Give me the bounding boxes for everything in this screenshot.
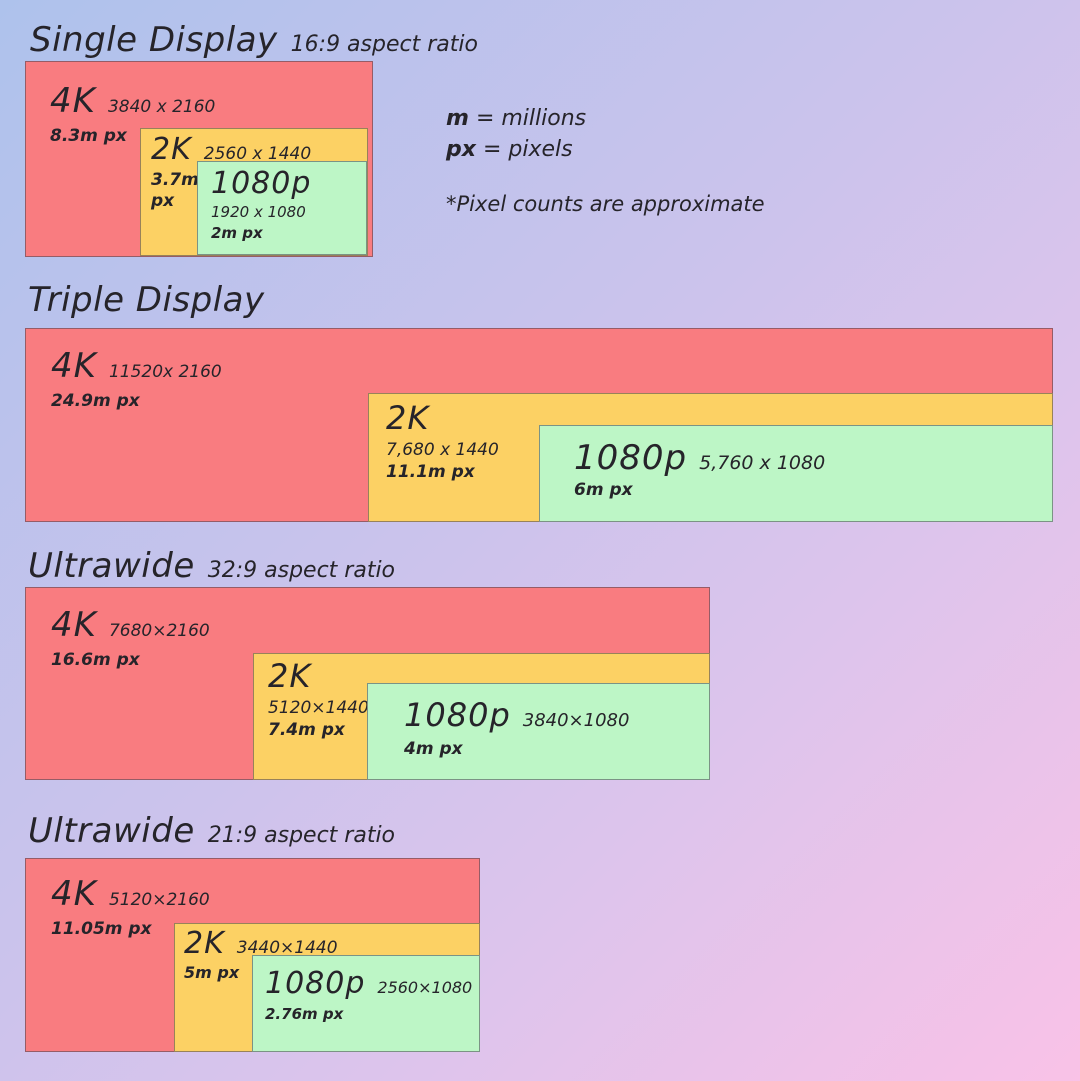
box-head: 2K 7,680 x 1440 bbox=[386, 400, 1052, 460]
resolution-dimensions: 2560 x 1440 bbox=[203, 144, 312, 164]
ultrawide21-1080p-box: 1080p 2560×1080 2.76m px bbox=[252, 955, 480, 1052]
resolution-label: 1080p bbox=[265, 966, 366, 1001]
legend-def-px: = pixels bbox=[482, 137, 573, 162]
resolution-label: 4K bbox=[51, 346, 97, 386]
resolution-dimensions: 3440×1440 bbox=[236, 938, 338, 958]
box-head: 4K 3840 x 2160 bbox=[50, 81, 372, 121]
pixel-count: 7.4m px bbox=[268, 719, 345, 740]
legend-millions: m = millions bbox=[446, 103, 765, 134]
resolution-label: 4K bbox=[51, 874, 97, 914]
legend: m = millions px = pixels *Pixel counts a… bbox=[446, 103, 765, 216]
legend-note: *Pixel counts are approximate bbox=[446, 192, 765, 216]
box-head: 4K 7680×2160 bbox=[51, 605, 709, 645]
box-head: 1080p 3840×1080 bbox=[404, 697, 709, 734]
pixel-count: 6m px bbox=[574, 480, 633, 501]
box-head: 2K 5120×1440 bbox=[268, 658, 709, 718]
single-1080p-box: 1080p 1920 x 1080 2m px bbox=[197, 161, 367, 255]
resolution-dimensions: 5120×2160 bbox=[108, 890, 210, 910]
legend-pixels: px = pixels bbox=[446, 134, 765, 165]
section-subtitle-text: 16:9 aspect ratio bbox=[290, 32, 478, 57]
legend-term-m: m bbox=[446, 106, 469, 131]
box-head: 2K 3440×1440 bbox=[184, 926, 479, 962]
resolution-dimensions: 3840 x 2160 bbox=[107, 97, 216, 117]
pixel-count: 3.7m px bbox=[151, 169, 199, 211]
resolution-label: 1080p bbox=[211, 166, 312, 201]
pixel-count: 2.76m px bbox=[265, 1004, 344, 1023]
section-subtitle-text: 21:9 aspect ratio bbox=[207, 823, 396, 848]
box-head: 1080p 1920 x 1080 bbox=[211, 166, 366, 221]
box-head: 4K 11520x 2160 bbox=[51, 346, 1052, 386]
resolution-dimensions: 11520x 2160 bbox=[108, 362, 222, 382]
resolution-dimensions: 1920 x 1080 bbox=[211, 202, 306, 221]
legend-term-px: px bbox=[446, 137, 476, 162]
resolution-label: 2K bbox=[386, 399, 430, 437]
section-title-single-display: Single Display 16:9 aspect ratio bbox=[30, 20, 478, 60]
section-title-text: Triple Display bbox=[28, 280, 265, 320]
pixel-count: 24.9m px bbox=[51, 391, 140, 412]
section-subtitle-text: 32:9 aspect ratio bbox=[207, 558, 396, 583]
pixel-count: 8.3m px bbox=[50, 126, 127, 147]
box-head: 4K 5120×2160 bbox=[51, 874, 479, 914]
triple-1080p-box: 1080p 5,760 x 1080 6m px bbox=[539, 425, 1053, 522]
pixel-count: 11.05m px bbox=[51, 919, 152, 940]
resolution-dimensions: 5120×1440 bbox=[268, 697, 369, 718]
resolution-dimensions: 7,680 x 1440 bbox=[386, 439, 499, 460]
resolution-label: 2K bbox=[151, 132, 192, 167]
resolution-dimensions: 7680×2160 bbox=[108, 621, 210, 641]
resolution-dimensions: 3840×1080 bbox=[522, 710, 630, 731]
box-head: 1080p 2560×1080 bbox=[265, 966, 479, 1002]
box-head: 2K 2560 x 1440 bbox=[151, 132, 367, 168]
section-title-text: Ultrawide bbox=[28, 811, 195, 851]
resolution-label: 4K bbox=[50, 81, 96, 121]
resolution-label: 4K bbox=[51, 605, 97, 645]
section-title-text: Single Display bbox=[30, 20, 278, 60]
resolution-dimensions: 5,760 x 1080 bbox=[699, 452, 826, 474]
section-title-ultrawide-32-9: Ultrawide 32:9 aspect ratio bbox=[28, 546, 395, 586]
resolution-label: 1080p bbox=[574, 438, 688, 478]
resolution-label: 1080p bbox=[404, 696, 511, 734]
resolution-label: 2K bbox=[184, 926, 225, 961]
section-title-triple-display: Triple Display bbox=[28, 280, 278, 320]
pixel-count: 4m px bbox=[404, 738, 463, 759]
box-head: 1080p 5,760 x 1080 bbox=[574, 438, 1052, 478]
pixel-count: 2m px bbox=[211, 223, 263, 242]
section-title-ultrawide-21-9: Ultrawide 21:9 aspect ratio bbox=[28, 811, 395, 851]
resolution-dimensions: 2560×1080 bbox=[377, 978, 473, 997]
section-title-text: Ultrawide bbox=[28, 546, 195, 586]
resolution-label: 2K bbox=[268, 657, 312, 695]
legend-def-m: = millions bbox=[475, 106, 587, 131]
pixel-count: 5m px bbox=[184, 962, 240, 982]
ultrawide32-1080p-box: 1080p 3840×1080 4m px bbox=[367, 683, 710, 780]
pixel-count: 11.1m px bbox=[386, 461, 475, 482]
pixel-count: 16.6m px bbox=[51, 650, 140, 671]
